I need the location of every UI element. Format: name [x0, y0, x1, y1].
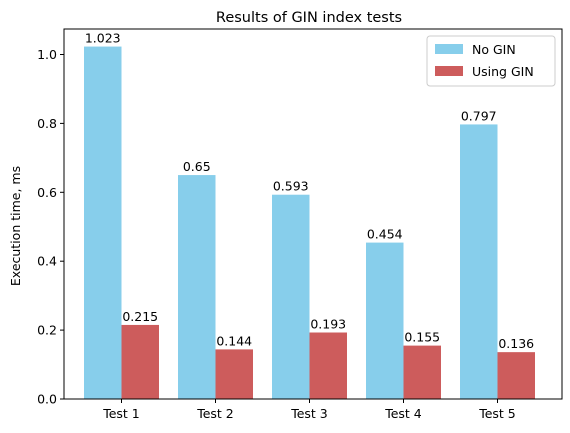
x-axis: Test 1 Test 2 Test 3 Test 4 Test 5	[102, 399, 516, 421]
bar-using-gin-1	[121, 324, 159, 399]
plot-frame	[63, 28, 563, 400]
bar-using-gin-2	[215, 349, 253, 399]
y-axis: 0.0 0.2 0.4 0.6 0.8 1.0	[37, 47, 64, 407]
legend-swatch-using-gin	[435, 66, 463, 76]
data-label-no-gin-3: 0.593	[273, 179, 309, 194]
y-axis-label: Execution time, ms	[8, 166, 23, 286]
data-label-no-gin-4: 0.454	[367, 227, 403, 242]
y-tick-label: 0.2	[37, 323, 57, 338]
chart-title: Results of GIN index tests	[216, 10, 402, 26]
data-label-using-gin-4: 0.155	[404, 330, 440, 345]
x-tick-label: Test 2	[196, 406, 234, 421]
data-label-using-gin-3: 0.193	[310, 317, 346, 332]
legend-swatch-no-gin	[435, 44, 463, 54]
bar-using-gin-3	[309, 332, 347, 399]
bar-no-gin-5	[460, 124, 498, 399]
y-tick-label: 1.0	[37, 47, 57, 62]
bar-no-gin-2	[178, 175, 216, 399]
legend-label-no-gin: No GIN	[472, 42, 516, 57]
bar-using-gin-5	[497, 352, 535, 399]
y-tick-label: 0.6	[37, 185, 57, 200]
data-label-no-gin-1: 1.023	[85, 31, 121, 46]
data-label-using-gin-1: 0.215	[122, 309, 158, 324]
x-tick-label: Test 3	[290, 406, 328, 421]
legend: No GIN Using GIN	[426, 35, 556, 87]
plot-area: 1.023 0.65 0.593 0.454 0.797 0.215 0.144 0.193 0…	[63, 28, 563, 400]
data-label-using-gin-2: 0.144	[216, 333, 252, 348]
x-tick-label: Test 1	[102, 406, 140, 421]
y-tick-label: 0.4	[37, 254, 57, 269]
bar-no-gin-4	[366, 242, 404, 399]
legend-label-using-gin: Using GIN	[472, 64, 534, 79]
x-tick-label: Test 4	[384, 406, 422, 421]
data-label-no-gin-2: 0.65	[183, 159, 211, 174]
data-label-no-gin-5: 0.797	[461, 108, 497, 123]
bar-no-gin-1	[84, 46, 122, 400]
y-tick-label: 0.0	[37, 392, 57, 407]
y-tick-label: 0.8	[37, 116, 57, 131]
bar-using-gin-4	[403, 345, 441, 399]
bar-no-gin-3	[272, 194, 310, 399]
x-tick-label: Test 5	[478, 406, 516, 421]
data-label-using-gin-5: 0.136	[498, 336, 534, 351]
